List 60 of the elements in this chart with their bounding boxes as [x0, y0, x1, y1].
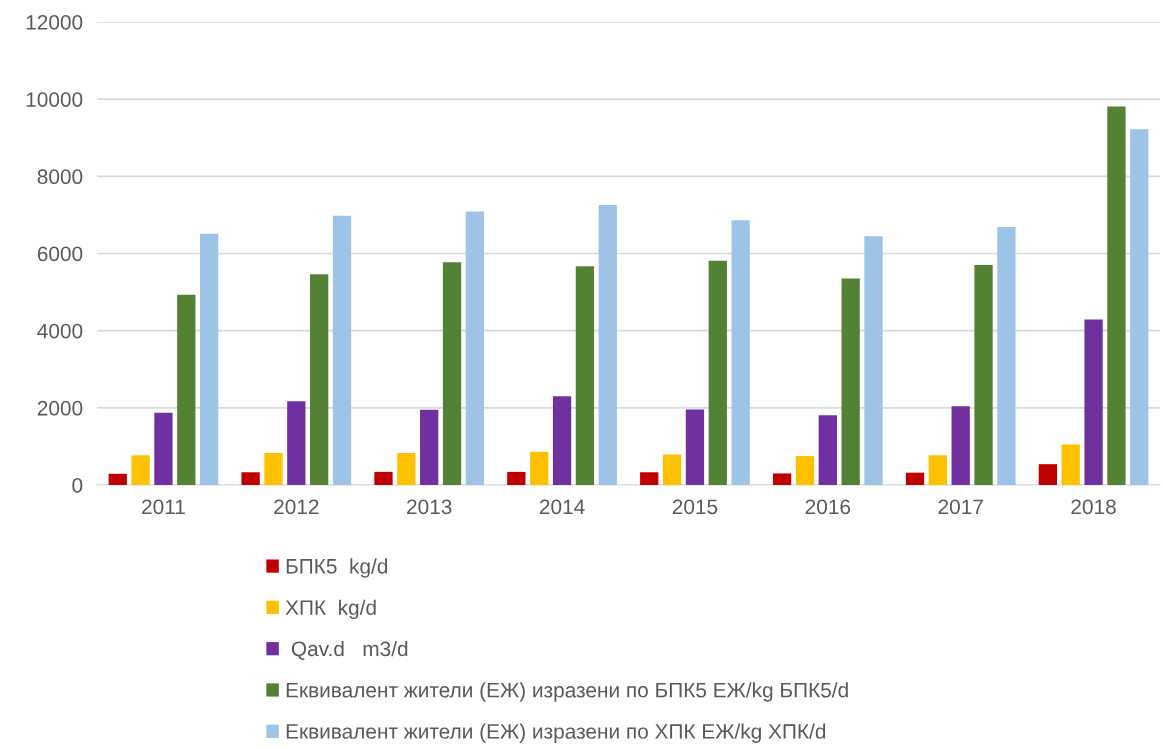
bar — [287, 401, 306, 485]
bar — [1038, 464, 1057, 485]
bar — [731, 220, 750, 485]
y-tick-label: 2000 — [37, 400, 83, 416]
y-tick-label: 4000 — [37, 323, 83, 339]
bar — [1061, 444, 1080, 485]
bar — [177, 294, 196, 485]
legend-label: БПК5 kg/d — [286, 558, 388, 578]
bar — [841, 278, 860, 485]
x-tick-label: 2013 — [407, 499, 452, 515]
bar — [662, 454, 682, 485]
bar — [974, 265, 993, 485]
bar — [154, 412, 173, 485]
bar — [795, 456, 815, 485]
bar — [905, 472, 925, 485]
bar — [598, 204, 617, 485]
bar — [1130, 129, 1149, 485]
legend-label: ХПК kg/d — [285, 599, 376, 620]
y-tick-label: 10000 — [26, 92, 83, 107]
y-tick-label: 8000 — [37, 169, 83, 185]
bar — [552, 396, 572, 485]
legend-label: Еквивалент жители (ЕЖ) изразени по БПК5 ЕЖ/kg БПК5/d — [286, 682, 848, 702]
bar — [507, 471, 526, 485]
bar — [818, 415, 837, 485]
bar — [420, 409, 439, 485]
legend-label: Еквивалент жители (ЕЖ) изразени по ХПК ЕЖ/kg ХПК/d — [286, 723, 826, 743]
bar — [264, 452, 283, 485]
bar — [997, 226, 1016, 485]
bar — [530, 451, 549, 485]
x-tick-label: 2018 — [1071, 499, 1116, 515]
bar — [241, 472, 260, 485]
x-tick-label: 2014 — [539, 499, 585, 515]
bar — [1084, 319, 1103, 485]
x-tick-label: 2016 — [805, 499, 851, 515]
bar — [374, 471, 393, 485]
bar — [332, 215, 352, 485]
bar — [108, 473, 127, 485]
bar — [685, 409, 705, 485]
x-tick-label: 2011 — [142, 499, 185, 515]
x-tick-label: 2015 — [672, 499, 718, 515]
y-tick-label: 12000 — [26, 15, 83, 30]
bar — [640, 472, 659, 485]
bar — [397, 452, 416, 485]
bar — [708, 260, 727, 485]
y-tick-label: 6000 — [37, 246, 83, 262]
bar — [200, 233, 219, 485]
bar — [951, 406, 970, 485]
x-tick-label: 2017 — [938, 499, 983, 515]
legend-label: Qav.d m3/d — [291, 640, 408, 660]
y-tick-label: 0 — [72, 478, 83, 493]
bar — [1107, 106, 1126, 485]
bar — [310, 274, 329, 485]
x-tick-label: 2012 — [274, 499, 319, 515]
bar — [442, 262, 462, 485]
bar — [928, 455, 947, 485]
bar — [864, 236, 883, 485]
bar — [131, 455, 150, 485]
bar — [465, 211, 485, 485]
bar — [575, 266, 595, 485]
bar — [772, 473, 792, 485]
